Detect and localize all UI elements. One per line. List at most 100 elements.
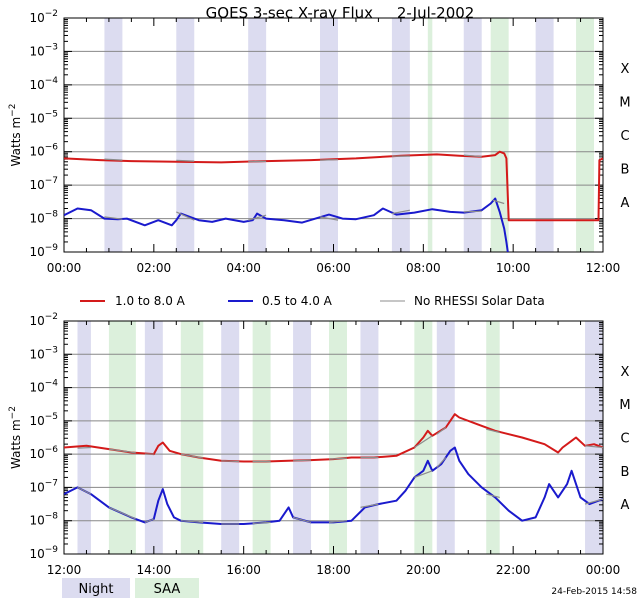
series-nodata-segment — [414, 470, 433, 478]
class-label: B — [621, 465, 630, 480]
series-nodata-segment — [584, 498, 603, 505]
class-label: X — [621, 62, 630, 77]
y-tick-label: 10−4 — [29, 76, 58, 92]
series-nodata-segment — [292, 516, 312, 523]
class-label: A — [621, 196, 630, 211]
x-tick-label: 18:00 — [316, 563, 351, 577]
night-band — [77, 321, 91, 554]
series-nodata-segment — [108, 448, 136, 454]
series-nodata-segment — [319, 216, 339, 221]
series-nodata-segment — [176, 211, 195, 221]
x-tick-label: 20:00 — [406, 563, 441, 577]
y-tick-label: 10−9 — [29, 243, 58, 259]
night-band — [463, 18, 482, 252]
class-label: M — [619, 398, 630, 413]
y-tick-label: 10−7 — [29, 176, 58, 192]
y-tick-label: 10−2 — [29, 312, 58, 328]
x-tick-label: 04:00 — [226, 261, 261, 275]
series-nodata-segment — [486, 428, 500, 434]
x-tick-label: 12:00 — [47, 563, 82, 577]
y-tick-label: 10−3 — [29, 345, 58, 361]
night-band — [176, 18, 195, 252]
saa-band — [576, 18, 595, 252]
class-label: B — [621, 162, 630, 177]
saa-band — [180, 321, 204, 554]
y-tick-label: 10−4 — [29, 379, 58, 395]
y-tick-label: 10−5 — [29, 109, 58, 125]
y-axis-title: Watts m−2 — [8, 406, 23, 469]
night-band — [320, 18, 338, 252]
legend-night-label: Night — [79, 582, 114, 597]
series-nodata-segment — [463, 154, 482, 158]
night-band — [221, 321, 240, 554]
y-tick-label: 10−7 — [29, 478, 58, 494]
class-label: A — [621, 498, 630, 513]
series-short — [64, 446, 603, 525]
legend-short-label: 0.5 to 4.0 A — [262, 294, 333, 308]
night-band — [104, 18, 123, 252]
class-label: X — [621, 365, 630, 380]
y-tick-label: 10−6 — [29, 445, 58, 461]
x-tick-label: 22:00 — [496, 563, 531, 577]
y-tick-label: 10−6 — [29, 143, 58, 159]
series-nodata-segment — [176, 159, 195, 162]
top-panel: 10−9 10−8 10−7 10−6 10−5 10−4 10−3 10−2 00:00 02:… — [8, 9, 631, 275]
legend-top: 1.0 to 8.0 A 0.5 to 4.0 A No RHESSI Sola… — [80, 294, 545, 308]
series-nodata-segment — [104, 216, 123, 220]
series-nodata-segment — [328, 457, 348, 460]
night-band — [535, 18, 554, 252]
x-tick-label: 06:00 — [316, 261, 351, 275]
timestamp: 24-Feb-2015 14:58 — [551, 587, 637, 597]
series-long — [64, 150, 603, 222]
saa-band — [427, 18, 433, 252]
saa-band — [490, 18, 509, 252]
series-nodata-segment — [436, 457, 447, 468]
saa-band — [486, 321, 500, 554]
series-nodata-segment — [77, 486, 92, 495]
series-nodata-segment — [180, 520, 204, 523]
class-label: M — [619, 96, 630, 111]
series-nodata-segment — [414, 435, 433, 449]
night-band — [248, 18, 267, 252]
x-tick-label: 14:00 — [137, 563, 172, 577]
y-tick-label: 10−2 — [29, 9, 58, 25]
series-nodata-segment — [584, 445, 603, 449]
series-nodata-segment — [104, 158, 123, 161]
saa-band — [329, 321, 347, 554]
night-band — [391, 18, 410, 252]
series-nodata-segment — [221, 460, 240, 463]
x-tick-label: 08:00 — [406, 261, 441, 275]
saa-band — [108, 321, 136, 554]
chart-title: GOES 3-sec X-ray Flux 2-Jul-2002 — [206, 4, 475, 22]
night-band — [144, 321, 163, 554]
series-nodata-segment — [108, 506, 137, 520]
class-label: C — [620, 432, 629, 447]
x-tick-label: 00:00 — [586, 563, 621, 577]
x-tick-label: 02:00 — [137, 261, 172, 275]
x-tick-label: 00:00 — [47, 261, 82, 275]
series-nodata-segment — [248, 214, 267, 221]
night-band — [436, 321, 455, 554]
legend-saa-swatch — [135, 578, 199, 598]
y-axis-title: Watts m−2 — [8, 104, 23, 167]
class-label: C — [620, 129, 629, 144]
series-nodata-segment — [180, 453, 204, 459]
series-short — [64, 197, 509, 252]
series-nodata-segment — [486, 493, 500, 498]
legend-nodata-label: No RHESSI Solar Data — [414, 294, 545, 308]
series-nodata-segment — [492, 199, 505, 205]
series-nodata-segment — [252, 521, 271, 524]
legend-night-swatch — [62, 578, 130, 598]
y-tick-label: 10−8 — [29, 512, 58, 528]
night-band — [293, 321, 312, 554]
y-tick-label: 10−8 — [29, 210, 58, 226]
series-nodata-segment — [144, 518, 155, 523]
series-nodata-segment — [360, 503, 379, 508]
legend-bottom: Night SAA 24-Feb-2015 14:58 — [62, 578, 637, 598]
series-nodata-segment — [293, 459, 312, 462]
series-nodata-segment — [436, 427, 447, 435]
saa-band — [252, 321, 271, 554]
y-tick-label: 10−3 — [29, 42, 58, 58]
y-tick-label: 10−5 — [29, 412, 58, 428]
